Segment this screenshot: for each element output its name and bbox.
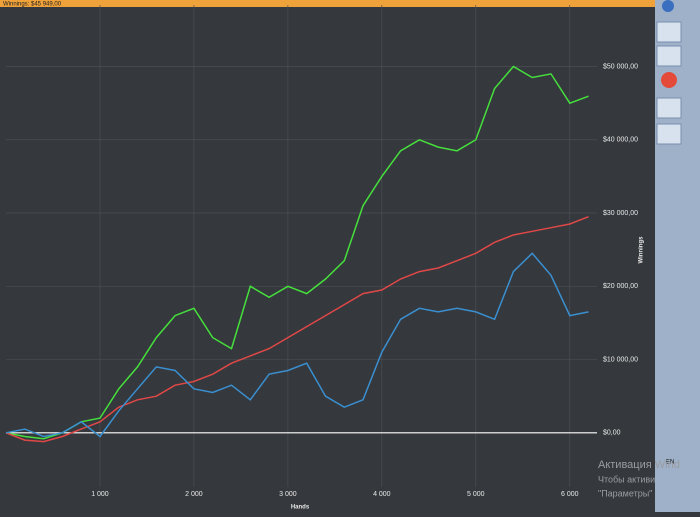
x-tick-label: 5 000 [467,491,485,498]
x-tick-label: 2 000 [185,491,203,498]
series-line [5,252,589,438]
taskbar-icon[interactable] [656,123,682,145]
language-indicator[interactable]: EN [666,460,674,466]
series-line [5,216,589,443]
taskbar-icon[interactable] [661,72,677,88]
watermark: "Параметры" [598,488,652,498]
watermark: Чтобы активи [598,474,655,484]
chart-title: Winnings: $45 949,00 [3,2,62,8]
x-tick-label: 1 000 [91,491,109,498]
x-tick-label: 3 000 [279,491,297,498]
series-line [5,65,589,440]
taskbar-icon[interactable] [656,45,682,67]
taskbar-icon[interactable] [656,97,682,119]
x-tick-label: 4 000 [373,491,391,498]
watermark: Активация Wind [598,459,680,471]
taskbar [655,0,700,512]
y-tick-label: $10 000,00 [603,356,638,363]
y-tick-label: $0,00 [603,430,621,437]
x-tick-label: 6 000 [561,491,579,498]
start-button[interactable] [662,0,674,12]
x-axis-label: Hands [291,505,310,511]
y-tick-label: $50 000,00 [603,63,638,70]
y-tick-label: $40 000,00 [603,137,638,144]
taskbar-icon[interactable] [656,21,682,43]
y-axis-label: Winnings [639,236,645,264]
y-tick-label: $20 000,00 [603,283,638,290]
y-tick-label: $30 000,00 [603,210,638,217]
title-bar [0,0,655,7]
